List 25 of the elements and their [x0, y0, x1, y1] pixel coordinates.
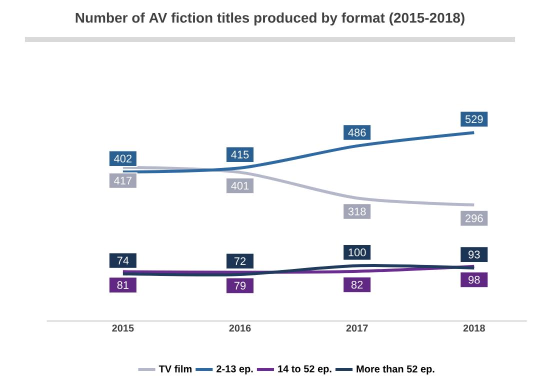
data-label: 72 [234, 257, 246, 265]
legend-label: TV film [158, 365, 192, 372]
data-label: 417 [114, 176, 132, 184]
data-label: 79 [234, 282, 246, 290]
data-label: 318 [348, 208, 366, 216]
data-label: 402 [114, 154, 132, 163]
data-label: 486 [348, 128, 366, 136]
data-label: 296 [466, 214, 483, 222]
legend-label: More than 52 ep. [356, 365, 434, 375]
data-label: 401 [231, 182, 249, 190]
data-label: 93 [468, 250, 480, 258]
data-label: 100 [348, 248, 366, 256]
legend-label: 14 to 52 ep. [278, 365, 332, 374]
data-label: 81 [117, 281, 129, 289]
x-tick-label: 2017 [346, 324, 368, 332]
data-label: 82 [351, 280, 363, 289]
data-label: 74 [117, 256, 129, 264]
chart-title: Number of AV fiction titles produced by format (2015-2018) [76, 12, 464, 26]
data-label: 98 [468, 276, 480, 284]
legend-label: 2-13 ep. [216, 365, 253, 374]
data-label: 529 [465, 115, 483, 124]
data-label: 415 [231, 150, 249, 159]
x-tick-label: 2018 [463, 324, 485, 332]
x-tick-label: 2016 [229, 324, 251, 332]
x-tick-label: 2015 [112, 324, 134, 332]
